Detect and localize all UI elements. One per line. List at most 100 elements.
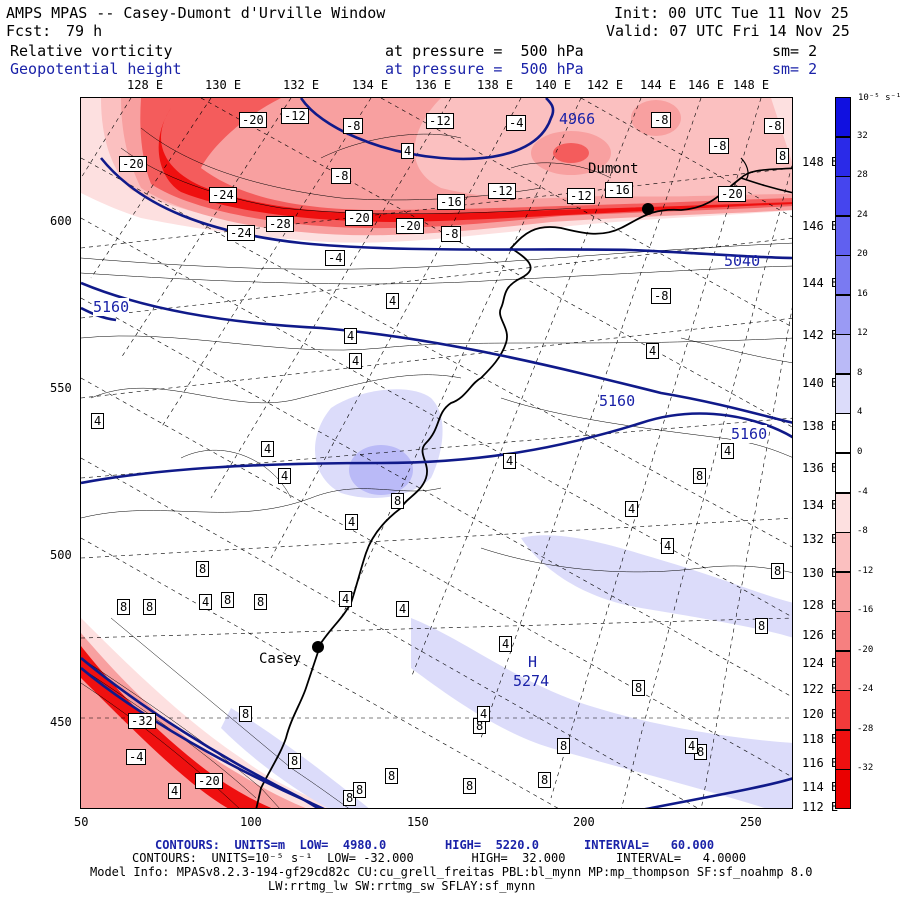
high-center-marker: H <box>528 653 538 671</box>
height-label: 5040 <box>724 252 761 270</box>
colorbar-swatch <box>835 650 851 691</box>
vorticity-contour-label: -12 <box>488 183 516 199</box>
vorticity-contour-label: 8 <box>117 599 131 615</box>
colorbar-tick: 8 <box>857 367 863 378</box>
longitude-top-label: 140 E <box>535 78 572 92</box>
longitude-right-label: 136 E <box>802 461 839 475</box>
vorticity-contour-label: 4 <box>386 293 400 309</box>
colorbar-tick: -16 <box>857 605 874 616</box>
vorticity-contour-label: -8 <box>651 288 672 304</box>
colorbar-swatch <box>835 176 851 217</box>
vorticity-contour-label: 4 <box>396 601 410 617</box>
height-label: 5160 <box>731 425 768 443</box>
vorticity-contour-label: 4 <box>499 636 513 652</box>
lat-lon-grid <box>81 98 792 808</box>
colorbar-units: 10⁻⁵ s⁻¹ <box>858 93 900 103</box>
y-tick: 450 <box>50 715 72 729</box>
model-info: Model Info: MPASv8.2.3-194-gf29cd82c CU:… <box>90 865 813 879</box>
vorticity-contour-label: 8 <box>196 561 210 577</box>
colorbar-swatch <box>835 334 851 375</box>
map-title: AMPS MPAS -- Casey-Dumont d'Urville Wind… <box>6 4 386 22</box>
colorbar-swatch <box>835 255 851 296</box>
height-contour-high: HIGH= 5220.0 <box>445 838 539 852</box>
vorticity-contour-label: 8 <box>254 594 268 610</box>
colorbar-swatch <box>835 492 851 533</box>
x-tick: 250 <box>740 815 762 829</box>
vorticity-contour-label: -20 <box>345 210 373 226</box>
longitude-right-label: 138 E <box>802 419 839 433</box>
y-tick: 550 <box>50 381 72 395</box>
valid-time: Valid: 07 UTC Fri 14 Nov 25 <box>606 22 850 40</box>
colorbar-swatch <box>835 690 851 731</box>
dumont-station-marker <box>642 203 654 215</box>
vorticity-contour-label: 4 <box>261 441 275 457</box>
vorticity-contour-label: 4 <box>721 443 735 459</box>
field2-smoothing: sm= 2 <box>772 60 818 78</box>
vorticity-contour-label: -12 <box>281 108 309 124</box>
vorticity-contour-label: -8 <box>441 226 462 242</box>
colorbar-swatch <box>835 769 851 810</box>
vorticity-contour-label: -8 <box>331 168 352 184</box>
vorticity-contour-label: 8 <box>221 592 235 608</box>
vorticity-contour-label: -16 <box>605 182 633 198</box>
longitude-top-label: 138 E <box>477 78 514 92</box>
colorbar-swatch <box>835 611 851 652</box>
colorbar-swatch <box>835 294 851 335</box>
longitude-top-label: 130 E <box>205 78 242 92</box>
colorbar-swatch <box>835 453 851 494</box>
vorticity-contour-label: 4 <box>477 706 491 722</box>
vorticity-contour-label: 8 <box>239 706 253 722</box>
x-tick: 150 <box>407 815 429 829</box>
vorticity-contour-label: -20 <box>396 218 424 234</box>
colorbar-swatch <box>835 215 851 256</box>
longitude-right-label: 126 E <box>802 628 839 642</box>
longitude-right-label: 124 E <box>802 656 839 670</box>
longitude-right-label: 148 E <box>802 155 839 169</box>
vorticity-contour-label: -32 <box>128 713 156 729</box>
vorticity-contour-label: 4 <box>91 413 105 429</box>
vorticity-contour-label: 4 <box>168 783 182 799</box>
vorticity-contours <box>81 127 792 808</box>
model-physics-info: LW:rrtmg_lw SW:rrtmg_sw SFLAY:sf_mynn <box>268 879 536 893</box>
colorbar-tick: -28 <box>857 723 874 734</box>
colorbar-tick: -8 <box>857 526 868 537</box>
vorticity-contour-label: 4 <box>278 468 292 484</box>
colorbar-swatch <box>835 413 851 454</box>
vorticity-contour-label: 4 <box>199 594 213 610</box>
place-label-casey: Casey <box>259 651 302 667</box>
longitude-top-label: 142 E <box>587 78 624 92</box>
vorticity-contour-label: -20 <box>195 773 223 789</box>
vorticity-contour-label: 8 <box>385 768 399 784</box>
negative-vorticity-north <box>81 98 792 243</box>
longitude-top-label: 146 E <box>688 78 725 92</box>
height-label: 5160 <box>599 392 636 410</box>
forecast-hour: 79 h <box>66 22 103 40</box>
longitude-right-label: 130 E <box>802 566 839 580</box>
colorbar-tick: 0 <box>857 447 863 457</box>
longitude-right-label: 142 E <box>802 328 839 342</box>
forecast-label: Fcst: <box>6 22 52 40</box>
longitude-right-label: 146 E <box>802 219 839 233</box>
colorbar-tick: 32 <box>857 130 868 141</box>
colorbar-tick: 24 <box>857 209 868 220</box>
colorbar-tick: 20 <box>857 249 868 260</box>
colorbar-tick: 4 <box>857 407 863 418</box>
longitude-right-label: 132 E <box>802 532 839 546</box>
map-plot-area: Casey Dumont H 5274 4966 5160 5160 5160 … <box>80 97 793 809</box>
height-contour-info: CONTOURS: UNITS=m LOW= 4980.0 <box>155 838 387 852</box>
colorbar-tick: -24 <box>857 684 874 695</box>
vorticity-contour-label: -4 <box>506 115 527 131</box>
vorticity-contour-label: 4 <box>345 514 359 530</box>
field1-level: at pressure = 500 hPa <box>385 42 584 60</box>
longitude-top-label: 128 E <box>127 78 164 92</box>
height-contour-interval: INTERVAL= 60.000 <box>584 838 715 852</box>
positive-vorticity-areas <box>221 389 792 808</box>
vorticity-contour-label: 8 <box>755 618 769 634</box>
vorticity-contour-label: -28 <box>266 216 294 232</box>
longitude-right-label: 120 E <box>802 707 839 721</box>
colorbar-tick: -12 <box>857 565 874 576</box>
colorbar-tick: -4 <box>857 486 868 497</box>
vorticity-contour-label: 4 <box>503 453 517 469</box>
vorticity-contour-label: -24 <box>209 187 237 203</box>
vorticity-contour-label: 4 <box>661 538 675 554</box>
